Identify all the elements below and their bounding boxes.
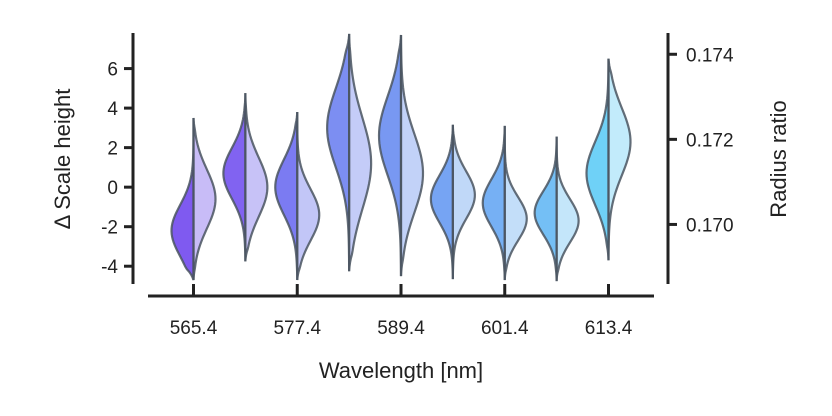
violin-left-half bbox=[482, 125, 505, 281]
y-tick-label: 4 bbox=[107, 99, 118, 120]
violin-left-outline bbox=[274, 111, 299, 281]
x-tick-label: 577.4 bbox=[273, 318, 321, 339]
violin-group bbox=[170, 33, 632, 282]
violin-right-outline bbox=[399, 34, 425, 277]
violin-right-outline bbox=[451, 124, 476, 280]
violin-left-outline bbox=[222, 93, 247, 262]
violin-right-outline bbox=[244, 93, 269, 262]
violin-right-outline bbox=[503, 125, 528, 281]
violin-right-half bbox=[452, 125, 475, 279]
violin-left-half bbox=[275, 112, 298, 281]
violin-left-half bbox=[171, 117, 194, 281]
violin-right-half bbox=[401, 34, 423, 277]
violin-left-half bbox=[586, 58, 609, 261]
y2-axis-label: Radius ratio bbox=[766, 100, 791, 217]
violin-left-outline bbox=[481, 125, 506, 281]
violin-right-outline bbox=[607, 58, 632, 261]
y-tick-label: -2 bbox=[101, 218, 118, 239]
y-tick-label: 2 bbox=[107, 139, 118, 160]
x-axis-label: Wavelength [nm] bbox=[319, 358, 483, 383]
violin-left-outline bbox=[429, 124, 455, 280]
y2-ticks: 0.174 0.172 0.170 bbox=[668, 45, 734, 236]
violin-right-outline bbox=[555, 136, 580, 282]
y-tick-label: 0 bbox=[107, 178, 118, 199]
violin-left-half bbox=[327, 34, 350, 271]
violin-right-half bbox=[297, 112, 320, 281]
x-tick-label: 613.4 bbox=[585, 318, 633, 339]
x-tick-label: 565.4 bbox=[170, 318, 218, 339]
y-ticks: 6 4 2 0 -2 -4 bbox=[101, 60, 133, 278]
violin-right-half bbox=[608, 58, 631, 261]
violin-right-outline bbox=[192, 117, 217, 281]
violin-left-half bbox=[534, 137, 557, 281]
violin-right-half bbox=[349, 34, 372, 271]
y-tick-label: -4 bbox=[101, 257, 118, 278]
x-ticks: 565.4 577.4 589.4 601.4 613.4 bbox=[170, 284, 633, 339]
violin-right-outline bbox=[296, 112, 321, 281]
y-tick-label: 6 bbox=[107, 60, 118, 81]
violin-right-half bbox=[504, 125, 527, 281]
y2-tick-label: 0.172 bbox=[686, 130, 734, 151]
violin-left-half bbox=[379, 34, 401, 277]
y2-tick-label: 0.170 bbox=[686, 215, 734, 236]
violin-left-half bbox=[223, 94, 246, 261]
y-axis-label: Δ Scale height bbox=[50, 89, 75, 230]
x-tick-label: 589.4 bbox=[377, 318, 425, 339]
violin-right-half bbox=[245, 94, 268, 261]
violin-right-half bbox=[556, 137, 579, 281]
y2-tick-label: 0.174 bbox=[686, 45, 734, 66]
violin-right-half bbox=[193, 117, 216, 281]
violin-right-outline bbox=[348, 33, 373, 272]
x-tick-label: 601.4 bbox=[481, 318, 529, 339]
violin-left-half bbox=[430, 125, 453, 279]
